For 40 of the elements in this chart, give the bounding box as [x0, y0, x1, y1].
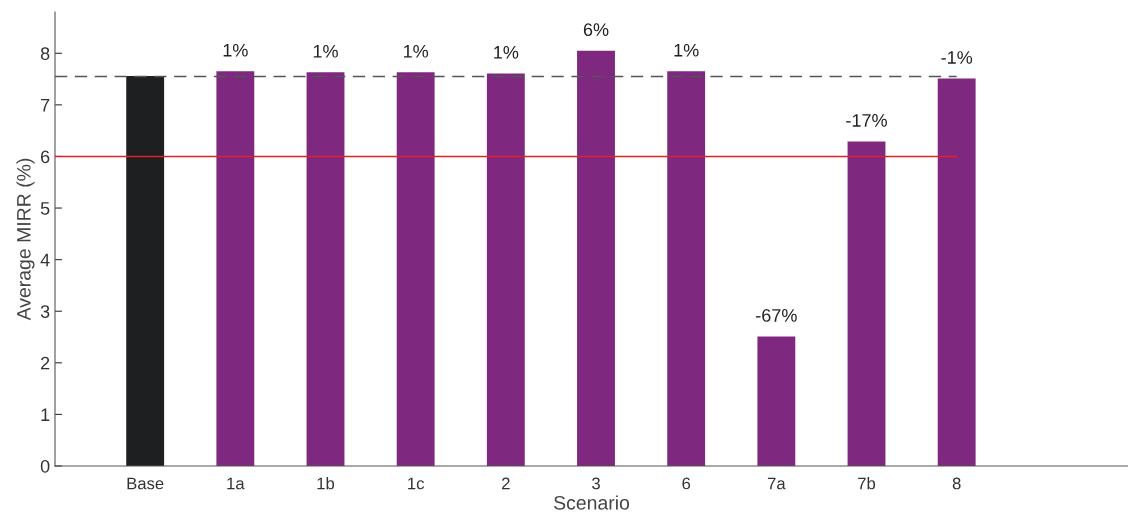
y-tick-label: 7 — [41, 98, 50, 112]
bar — [577, 50, 615, 466]
y-axis-title: Average MIRR (%) — [16, 158, 35, 321]
y-tick-label: 0 — [40, 459, 50, 473]
x-tick-label: 2 — [502, 477, 510, 490]
annotation: 1% — [223, 43, 248, 57]
y-tick-label: 2 — [41, 356, 50, 370]
x-tick-label: 1a — [227, 477, 245, 490]
bar — [847, 141, 886, 466]
bar — [667, 71, 706, 466]
annotation: -17% — [846, 114, 887, 127]
bar — [486, 73, 525, 466]
bar — [126, 75, 165, 466]
x-tick-label: 7a — [767, 477, 786, 490]
bar — [216, 71, 255, 466]
annotation: -1% — [941, 51, 973, 64]
annotation: 1% — [404, 44, 429, 58]
x-tick-label: 1c — [408, 477, 425, 490]
y-tick-label: 3 — [40, 305, 50, 318]
x-tick-label: Base — [127, 477, 164, 490]
bar — [306, 72, 345, 466]
annotation: 1% — [313, 44, 338, 58]
y-tick-label: 4 — [40, 253, 50, 267]
x-axis-title: Scenario — [554, 495, 630, 510]
y-tick-label: 6 — [41, 150, 50, 164]
annotation: 6% — [583, 23, 609, 37]
x-tick-label: 1b — [317, 477, 335, 490]
y-tick-label: 8 — [40, 47, 50, 60]
x-tick-label: 8 — [952, 477, 961, 490]
x-tick-label: 6 — [682, 477, 691, 490]
x-tick-label: 3 — [592, 477, 600, 490]
x-tick-label: 7b — [858, 477, 876, 490]
annotation: -67% — [756, 309, 797, 322]
bar — [757, 336, 796, 466]
bar — [396, 72, 435, 466]
bar — [937, 78, 976, 466]
y-tick-label: 1 — [41, 408, 50, 421]
y-tick-label: 5 — [40, 202, 50, 215]
annotation: 1% — [674, 43, 699, 57]
annotation: 1% — [494, 46, 519, 59]
